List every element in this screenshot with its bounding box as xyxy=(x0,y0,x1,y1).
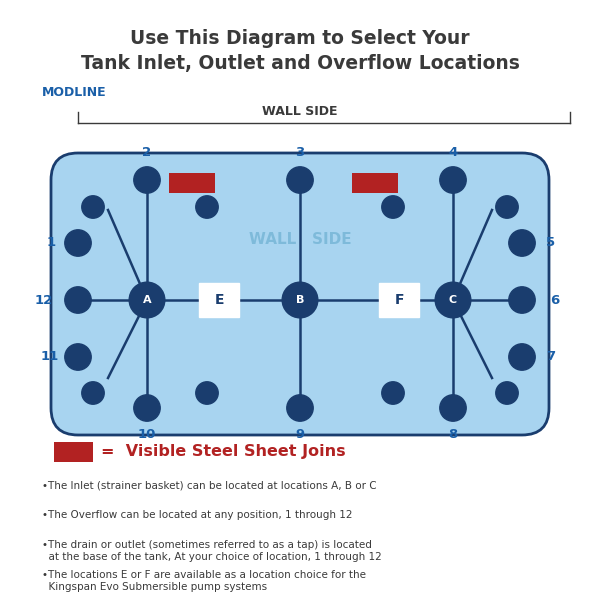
Text: C: C xyxy=(449,295,457,305)
Circle shape xyxy=(435,282,471,318)
Text: 9: 9 xyxy=(295,428,305,442)
Bar xyxy=(169,173,215,193)
Circle shape xyxy=(440,167,466,193)
Text: •The Overflow can be located at any position, 1 through 12: •The Overflow can be located at any posi… xyxy=(42,510,353,520)
Circle shape xyxy=(134,395,160,421)
Circle shape xyxy=(134,167,160,193)
Text: •The locations E or F are available as a location choice for the
  Kingspan Evo : •The locations E or F are available as a… xyxy=(42,570,366,592)
Circle shape xyxy=(509,344,535,370)
Text: Use This Diagram to Select Your: Use This Diagram to Select Your xyxy=(130,29,470,49)
Text: 7: 7 xyxy=(546,350,556,364)
Text: =  Visible Steel Sheet Joins: = Visible Steel Sheet Joins xyxy=(101,444,346,458)
Circle shape xyxy=(65,344,91,370)
Circle shape xyxy=(287,167,313,193)
Circle shape xyxy=(129,282,165,318)
Circle shape xyxy=(82,196,104,218)
Circle shape xyxy=(82,382,104,404)
Circle shape xyxy=(196,382,218,404)
Text: •The Inlet (strainer basket) can be located at locations A, B or C: •The Inlet (strainer basket) can be loca… xyxy=(42,480,377,490)
FancyBboxPatch shape xyxy=(199,283,239,317)
FancyBboxPatch shape xyxy=(379,283,419,317)
Circle shape xyxy=(496,196,518,218)
Text: Tank Inlet, Outlet and Overflow Locations: Tank Inlet, Outlet and Overflow Location… xyxy=(80,53,520,73)
Text: 6: 6 xyxy=(550,293,560,307)
Text: 10: 10 xyxy=(138,428,156,442)
Circle shape xyxy=(382,382,404,404)
Text: 3: 3 xyxy=(295,146,305,160)
Text: WALL   SIDE: WALL SIDE xyxy=(248,232,352,247)
Text: •The drain or outlet (sometimes referred to as a tap) is located
  at the base o: •The drain or outlet (sometimes referred… xyxy=(42,540,382,562)
Circle shape xyxy=(509,230,535,256)
Text: 8: 8 xyxy=(448,428,458,442)
Circle shape xyxy=(282,282,318,318)
Circle shape xyxy=(196,196,218,218)
Circle shape xyxy=(496,382,518,404)
Circle shape xyxy=(65,230,91,256)
Bar xyxy=(54,442,93,462)
Circle shape xyxy=(287,395,313,421)
Text: 11: 11 xyxy=(40,350,58,364)
Circle shape xyxy=(65,287,91,313)
Text: MODLINE: MODLINE xyxy=(42,86,107,100)
Circle shape xyxy=(382,196,404,218)
Text: WALL SIDE: WALL SIDE xyxy=(262,104,338,118)
Circle shape xyxy=(509,287,535,313)
Text: 5: 5 xyxy=(546,236,556,250)
Text: E: E xyxy=(214,293,224,307)
Text: 2: 2 xyxy=(142,146,152,160)
Text: B: B xyxy=(296,295,304,305)
Text: 12: 12 xyxy=(34,293,52,307)
Text: 4: 4 xyxy=(448,146,458,160)
Text: A: A xyxy=(143,295,151,305)
Text: F: F xyxy=(394,293,404,307)
Text: 1: 1 xyxy=(46,236,56,250)
Circle shape xyxy=(440,395,466,421)
Bar xyxy=(352,173,398,193)
FancyBboxPatch shape xyxy=(51,153,549,435)
